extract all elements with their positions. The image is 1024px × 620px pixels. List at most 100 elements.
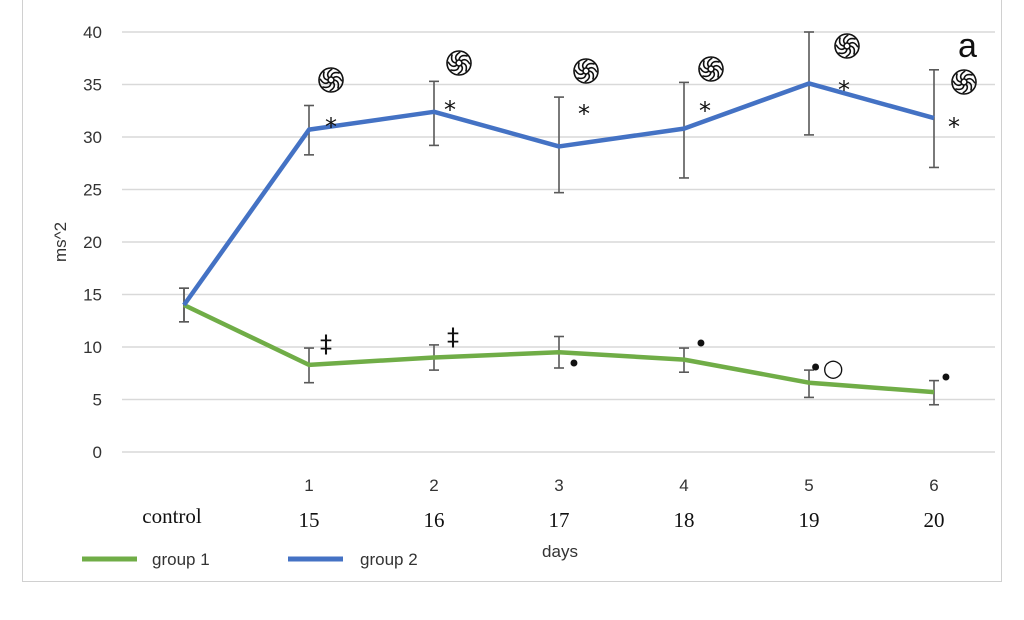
swirl-icon-center xyxy=(707,65,715,73)
swirl-icon-arm xyxy=(835,44,846,51)
x-tick-label: 4 xyxy=(679,476,688,495)
y-tick-label: 15 xyxy=(83,286,102,305)
x-tick-label: 1 xyxy=(304,476,313,495)
x-tick-label: 3 xyxy=(554,476,563,495)
swirl-icon-arm xyxy=(585,62,595,69)
swirl-icon-arm xyxy=(584,72,591,83)
series-lines xyxy=(182,81,935,395)
swirl-icon-arm xyxy=(447,61,458,68)
annotation-group-2: * xyxy=(948,113,960,141)
swirl-icon-arm xyxy=(848,41,859,48)
significance-annotations: ‡ ‡ • • •○ • * * * * * * xyxy=(318,33,977,392)
x-tick-day-label: 16 xyxy=(424,508,445,532)
annotation-group-1: • xyxy=(567,350,581,378)
y-tick-label: 0 xyxy=(93,443,102,462)
swirl-icon-arm xyxy=(838,37,845,47)
annotation-group-1: ‡ xyxy=(447,323,459,351)
annotation-group-2: * xyxy=(444,96,456,124)
annotation-group-2: * xyxy=(578,100,590,128)
swirl-icon-arm xyxy=(577,62,584,72)
y-tick-label: 20 xyxy=(83,233,102,252)
x-tick-day-label: 17 xyxy=(549,508,570,532)
swirl-icon-arm xyxy=(959,70,966,81)
y-axis-ticks: 0 5 10 15 20 25 30 35 40 xyxy=(83,23,102,462)
corner-label: a xyxy=(958,27,977,65)
swirl-icon-arm xyxy=(454,51,461,62)
annotation-group-2: * xyxy=(838,76,850,104)
swirl-icon-arm xyxy=(965,77,976,84)
swirl-icon-arm xyxy=(842,34,849,45)
swirl-icon-arm xyxy=(709,70,716,81)
swirl-icon-center xyxy=(455,59,463,67)
swirl-icon-arm xyxy=(461,62,468,72)
swirl-icon-arm xyxy=(849,45,856,55)
x-tick-label: 5 xyxy=(804,476,813,495)
chart-frame xyxy=(22,0,1002,582)
x-tick-day-label: 15 xyxy=(299,508,320,532)
swirl-icon-arm xyxy=(574,69,585,76)
swirl-icon xyxy=(446,50,472,76)
x-tick-day-label: 18 xyxy=(674,508,695,532)
swirl-icon-arm xyxy=(846,37,856,44)
annotation-group-2: * xyxy=(325,113,337,141)
swirl-icon-arm xyxy=(963,73,973,80)
y-tick-label: 5 xyxy=(93,391,102,410)
y-tick-label: 40 xyxy=(83,23,102,42)
y-tick-label: 35 xyxy=(83,76,102,95)
x-tick-label: control xyxy=(142,504,202,528)
legend: group 1 group 2 xyxy=(82,550,418,569)
annotation-group-1: • xyxy=(694,330,708,358)
swirl-icon-arm xyxy=(326,68,333,79)
y-tick-label: 30 xyxy=(83,128,102,147)
swirl-icon-outline xyxy=(951,69,977,95)
swirl-icon-arm xyxy=(699,67,710,74)
swirl-icon-arm xyxy=(319,78,330,85)
swirl-icon-arm xyxy=(588,70,595,80)
y-tick-label: 10 xyxy=(83,338,102,357)
annotation-group-2: * xyxy=(699,97,711,125)
swirl-icon-outline xyxy=(318,67,344,93)
error-bar xyxy=(929,379,939,406)
swirl-icon xyxy=(951,69,977,95)
swirl-icon-outline xyxy=(698,56,724,82)
y-tick-label: 25 xyxy=(83,181,102,200)
swirl-icon-arm xyxy=(581,59,588,70)
swirl-icon-arm xyxy=(460,58,471,65)
swirl-icon-arm xyxy=(838,48,848,55)
swirl-icon-arm xyxy=(577,73,587,80)
swirl-icon-arm xyxy=(952,80,963,87)
swirl-icon-arm xyxy=(713,68,720,78)
swirl-icon-outline xyxy=(573,58,599,84)
swirl-icon-outline xyxy=(834,33,860,59)
x-axis-ticks: control 1 15 2 16 3 17 4 18 5 19 6 20 xyxy=(142,476,944,532)
swirl-icon-arm xyxy=(702,60,709,70)
swirl-icon-center xyxy=(582,67,590,75)
swirl-icon-arm xyxy=(702,71,712,78)
swirl-icon-arm xyxy=(329,81,336,92)
x-tick-day-label: 19 xyxy=(799,508,820,532)
swirl-icon xyxy=(573,58,599,84)
swirl-icon-arm xyxy=(706,57,713,68)
swirl-icon-center xyxy=(327,76,335,84)
swirl-icon-arm xyxy=(966,81,973,91)
annotation-group-1: •○ xyxy=(808,354,843,382)
swirl-icon-arm xyxy=(458,54,468,61)
swirl-icon-arm xyxy=(587,66,598,73)
swirl-icon-arm xyxy=(712,64,723,71)
legend-label-group-1: group 1 xyxy=(152,550,210,569)
swirl-icon-arm xyxy=(322,82,332,89)
x-tick-day-label: 20 xyxy=(924,508,945,532)
swirl-icon-arm xyxy=(450,54,457,64)
error-bar xyxy=(929,69,939,169)
swirl-icon xyxy=(834,33,860,59)
x-tick-label: 6 xyxy=(929,476,938,495)
x-axis-label: days xyxy=(542,542,578,561)
swirl-icon-arm xyxy=(450,65,460,72)
swirl-icon-outline xyxy=(446,50,472,76)
legend-label-group-2: group 2 xyxy=(360,550,418,569)
swirl-icon-arm xyxy=(457,64,464,75)
swirl-icon-arm xyxy=(330,71,340,78)
swirl-icon-arm xyxy=(333,79,340,89)
swirl-icon-arm xyxy=(322,71,329,81)
